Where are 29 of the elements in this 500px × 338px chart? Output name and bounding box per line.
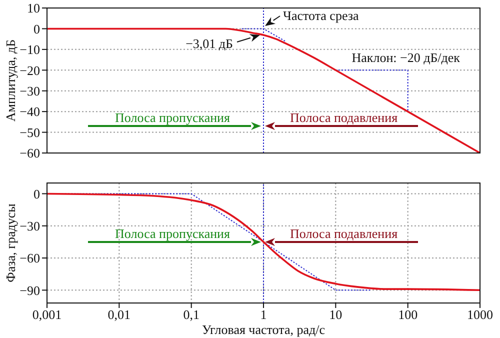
x-tick-label: 0,01 [108,307,131,322]
y-tick-label: 0 [34,186,40,202]
y-tick-label: −60 [20,146,40,161]
y-tick-label: −30 [20,83,40,98]
x-tick-label: 0,001 [32,307,62,322]
annotation: Полоса пропускания [115,110,230,125]
annotation: Частота среза [283,8,360,23]
y-tick-label: 0 [34,21,40,36]
annotation: Полоса подавления [290,110,398,125]
x-axis-title: Угловая частота, рад/с [202,322,326,337]
x-tick-label: 1 [260,307,267,322]
x-tick-label: 0,1 [183,307,200,322]
x-tick-label: 10 [329,307,342,322]
y-tick-label: −90 [20,282,40,298]
y-tick-label: 10 [27,0,40,16]
y-tick-label: −20 [20,62,40,78]
y-tick-label: −30 [20,218,40,234]
annotation: Полоса пропускания [115,226,230,241]
y-tick-label: −40 [20,104,40,120]
annotation: −3,01 дБ [186,36,233,51]
y-tick-label: −10 [20,42,40,58]
annotation: Наклон: −20 дБ/дек [352,50,461,65]
annotation: Полоса подавления [290,226,398,241]
y-tick-label: −60 [20,250,40,266]
x-tick-label: 100 [398,307,418,322]
y-axis-title: Амплитуда, дБ [2,39,18,122]
y-tick-label: −50 [20,124,40,140]
x-tick-label: 1000 [467,307,493,322]
y-axis-title: Фаза, градусы [2,203,18,282]
